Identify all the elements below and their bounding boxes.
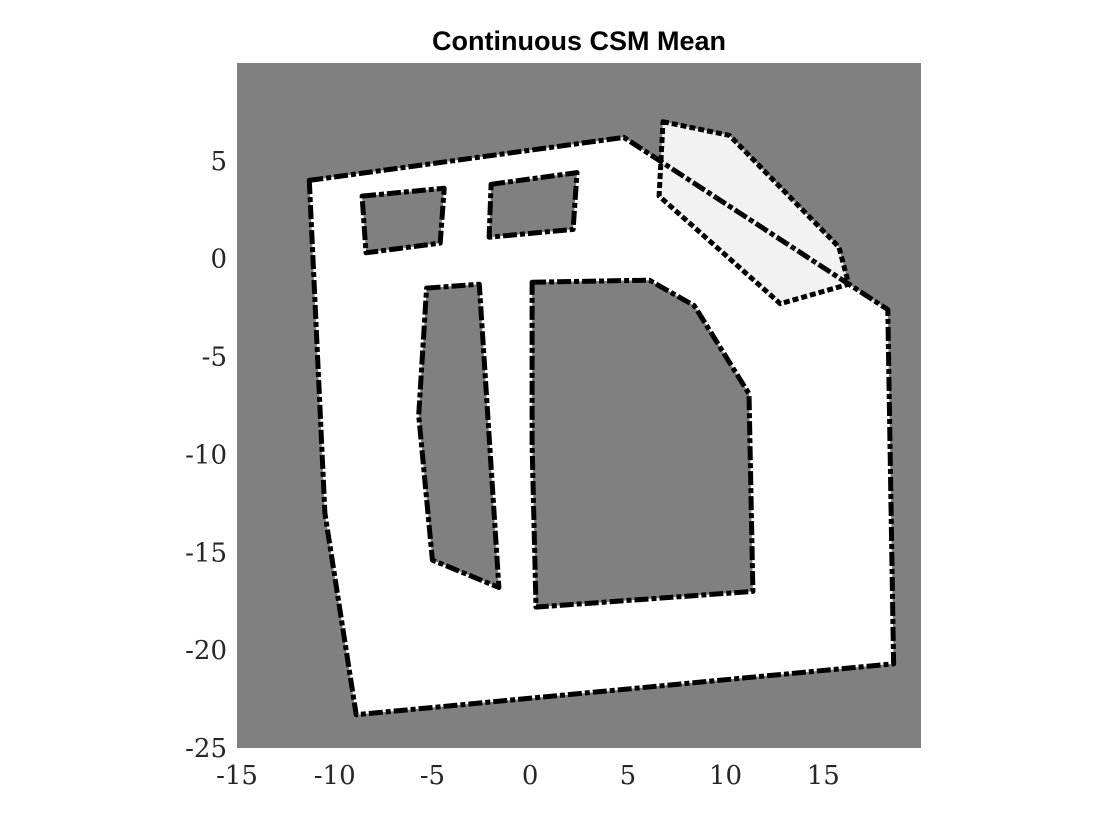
wall-unknown-inner-center bbox=[529, 277, 756, 610]
y-tick-label: -5 bbox=[202, 343, 227, 373]
y-tick-label: 5 bbox=[210, 147, 227, 177]
x-tick-label: 15 bbox=[807, 761, 840, 791]
x-tick-label: 10 bbox=[709, 761, 742, 791]
wall-free-outer bbox=[306, 134, 897, 718]
wall-unknown-upper-mid-rooms bbox=[486, 170, 580, 240]
y-tick-label: -20 bbox=[185, 636, 227, 666]
region-unknown-inner-center bbox=[532, 280, 753, 608]
chart-title: Continuous CSM Mean bbox=[432, 26, 726, 56]
y-tick-label: 0 bbox=[210, 245, 227, 275]
region-unknown-upper-left-rooms bbox=[362, 188, 445, 253]
x-tick-label: -10 bbox=[314, 761, 356, 791]
region-unknown-upper-mid-rooms bbox=[489, 172, 577, 238]
x-tick-label: -15 bbox=[216, 761, 258, 791]
x-axis-ticks: -15 -10 -5 0 5 10 15 bbox=[216, 761, 840, 791]
y-tick-label: -25 bbox=[185, 734, 227, 764]
wall-unknown-inner-left bbox=[416, 281, 502, 590]
y-tick-label: -15 bbox=[185, 538, 227, 568]
x-tick-label: 5 bbox=[620, 761, 637, 791]
y-tick-label: -10 bbox=[185, 440, 227, 470]
wall-outlines bbox=[306, 119, 897, 718]
wall-free-ne-patch bbox=[656, 119, 852, 307]
y-axis-ticks: -25 -20 -15 -10 -5 0 5 bbox=[185, 147, 227, 764]
x-tick-label: 0 bbox=[522, 761, 539, 791]
plot-area bbox=[237, 63, 921, 748]
region-unknown-inner-left bbox=[418, 284, 499, 588]
wall-unknown-upper-left-rooms bbox=[359, 185, 447, 256]
x-tick-label: -5 bbox=[420, 761, 445, 791]
region-free-ne-patch bbox=[659, 121, 849, 304]
